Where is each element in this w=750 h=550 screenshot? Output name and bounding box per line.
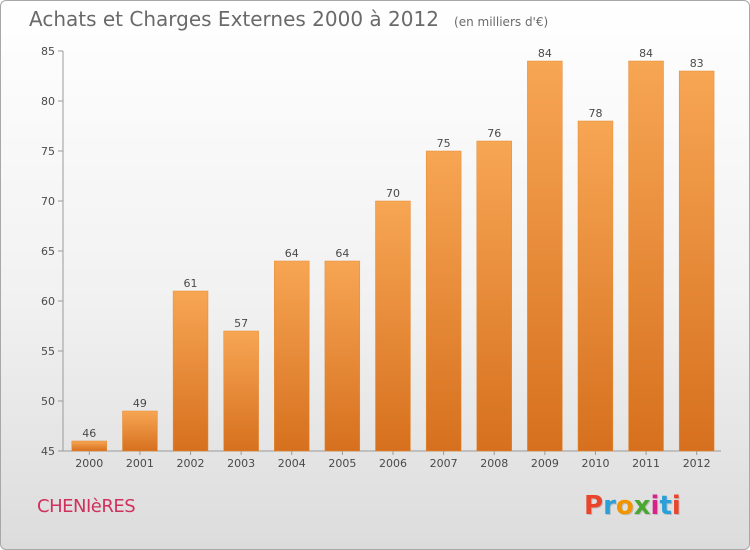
value-label-2004: 64: [285, 247, 299, 260]
value-label-2001: 49: [133, 397, 147, 410]
x-tick-label: 2008: [480, 457, 508, 470]
bar-2011: [628, 60, 664, 452]
y-tick-label: 75: [41, 145, 55, 158]
bar-2003: [223, 330, 259, 452]
commune-name: CHENIèRES: [37, 496, 136, 517]
bar-2008: [476, 140, 512, 452]
x-tick-label: 2001: [126, 457, 154, 470]
y-tick-label: 70: [41, 195, 55, 208]
bar-2002: [172, 290, 209, 452]
logo-letter: P: [584, 491, 604, 521]
y-tick-label: 50: [41, 395, 55, 408]
x-tick-label: 2000: [75, 457, 103, 470]
value-label-2010: 78: [588, 107, 602, 120]
x-tick-label: 2010: [581, 457, 609, 470]
bar-2007: [425, 150, 462, 452]
bar-2012: [678, 70, 715, 452]
value-label-2005: 64: [335, 247, 349, 260]
y-tick-label: 45: [41, 445, 55, 458]
bar-2000: [71, 440, 107, 452]
x-tick-label: 2004: [278, 457, 306, 470]
value-label-2007: 75: [437, 137, 451, 150]
chart-subtitle: (en milliers d'€): [454, 15, 549, 29]
data-labels: 46 49 61 57 64 64 70 75 76 84 78 84 83: [82, 47, 703, 440]
bar-2006: [375, 200, 411, 452]
x-tick-label: 2003: [227, 457, 255, 470]
logo-letter: o: [615, 491, 634, 521]
title-row: Achats et Charges Externes 2000 à 2012 (…: [29, 7, 548, 31]
x-tick-label: 2012: [683, 457, 711, 470]
x-tick-label: 2002: [177, 457, 205, 470]
y-tick-label: 85: [41, 45, 55, 58]
bar-2009: [527, 60, 563, 452]
value-label-2011: 84: [639, 47, 653, 60]
value-label-2002: 61: [184, 277, 198, 290]
value-label-2006: 70: [386, 187, 400, 200]
bar-2010: [577, 120, 614, 452]
x-axis: 2000 2001 2002 2003 2004 2005 2006 2007 2008 2009…: [63, 450, 721, 470]
logo-letter: r: [603, 491, 616, 521]
bars: [71, 60, 715, 452]
value-label-2008: 76: [487, 127, 501, 140]
y-tick-label: 60: [41, 295, 55, 308]
chart-title: Achats et Charges Externes 2000 à 2012: [29, 7, 439, 31]
x-tick-label: 2011: [632, 457, 660, 470]
bar-2001: [122, 410, 158, 452]
x-tick-label: 2007: [430, 457, 458, 470]
bar-2004: [274, 260, 310, 452]
y-tick-label: 80: [41, 95, 55, 108]
x-tick-label: 2009: [531, 457, 559, 470]
x-tick-label: 2006: [379, 457, 407, 470]
value-label-2009: 84: [538, 47, 552, 60]
logo-letter: i: [650, 491, 660, 521]
value-label-2003: 57: [234, 317, 248, 330]
proxiti-logo[interactable]: Proxiti: [584, 491, 681, 521]
logo-letter: i: [671, 491, 681, 521]
y-tick-label: 55: [41, 345, 55, 358]
logo-letter: t: [659, 491, 672, 521]
bar-2005: [324, 260, 361, 452]
x-tick-label: 2005: [328, 457, 356, 470]
y-axis: 45 50 55 60 65 70 75 80 85: [41, 45, 64, 458]
value-label-2000: 46: [82, 427, 96, 440]
logo-letter: x: [633, 491, 651, 521]
y-tick-label: 65: [41, 245, 55, 258]
value-label-2012: 83: [690, 57, 704, 70]
